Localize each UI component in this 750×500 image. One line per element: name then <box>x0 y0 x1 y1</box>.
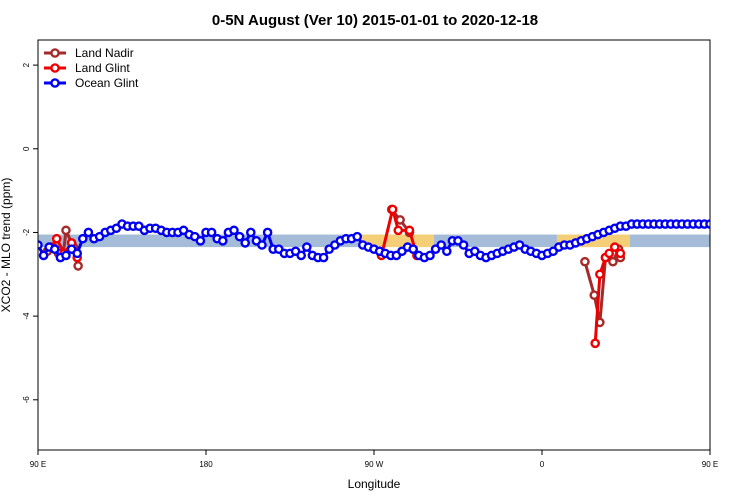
data-point <box>78 233 88 244</box>
data-point <box>715 243 722 250</box>
y-tick-label: -2 <box>22 228 31 236</box>
data-point <box>393 225 404 236</box>
x-tick-label: 90 E <box>30 460 46 469</box>
band-segment <box>415 234 434 248</box>
data-point <box>61 225 71 236</box>
data-point <box>604 248 615 259</box>
data-point <box>725 252 732 259</box>
data-point <box>595 269 605 280</box>
data-point <box>245 227 256 238</box>
data-point <box>705 219 710 229</box>
legend-label: Ocean Glint <box>75 76 139 90</box>
x-tick-label: 90 E <box>702 460 718 469</box>
chart-title: 0-5N August (Ver 10) 2015-01-01 to 2020-… <box>212 12 538 29</box>
data-point <box>217 236 228 246</box>
band-segment <box>710 235 747 248</box>
x-tick-label: 180 <box>199 460 213 469</box>
data-point <box>615 248 626 259</box>
data-point <box>206 227 217 238</box>
legend-swatch-marker <box>50 48 60 58</box>
data-point <box>425 250 435 261</box>
data-point <box>318 252 329 263</box>
legend-item: Land Nadir <box>44 46 134 60</box>
data-point <box>262 227 273 238</box>
data-point <box>458 240 469 250</box>
data-point <box>234 231 245 242</box>
y-tick-label: 0 <box>22 146 31 151</box>
series-line <box>719 230 748 266</box>
data-point <box>408 244 419 254</box>
y-tick-label: 2 <box>22 62 31 67</box>
data-point <box>229 225 239 236</box>
data-point <box>726 246 733 253</box>
data-point <box>589 290 600 301</box>
data-point <box>404 225 415 236</box>
data-point <box>72 248 82 259</box>
y-tick-label: -6 <box>22 396 31 404</box>
band-segment <box>629 234 710 248</box>
reference-band <box>38 234 747 248</box>
y-axis-label: XCO2 - MLO trend (ppm) <box>0 178 13 313</box>
data-point <box>733 227 740 234</box>
data-point <box>441 246 452 257</box>
data-point <box>608 256 618 267</box>
data-point <box>352 231 363 242</box>
data-point <box>590 338 601 349</box>
data-point <box>745 262 750 269</box>
data-point <box>743 252 750 259</box>
legend-swatch-marker <box>50 63 60 73</box>
data-point <box>257 240 267 250</box>
legend-swatch-marker <box>50 78 60 88</box>
data-point <box>61 250 71 261</box>
y-tick-label: -4 <box>22 312 31 320</box>
data-point <box>610 242 620 252</box>
data-point <box>436 240 447 250</box>
x-tick-label: 0 <box>540 460 545 469</box>
legend-label: Land Nadir <box>75 46 134 60</box>
legend-item: Ocean Glint <box>44 76 139 90</box>
x-axis-label: Longitude <box>348 477 401 491</box>
data-point <box>729 239 736 246</box>
data-point <box>195 236 206 246</box>
y-axis: 2 0 -2 -4 -6 <box>22 62 38 403</box>
data-point <box>734 243 741 250</box>
data-point <box>83 227 94 238</box>
data-point <box>387 204 398 215</box>
x-tick-label: 90 W <box>365 460 384 469</box>
data-point <box>73 261 83 271</box>
data-point <box>719 235 726 242</box>
data-point <box>38 250 49 261</box>
legend-item: Land Glint <box>44 61 130 75</box>
data-point <box>580 256 590 267</box>
data-point <box>716 246 723 253</box>
series-ocean-glint <box>38 219 710 263</box>
data-point <box>240 238 250 248</box>
x-axis: 90 E 180 90 W 0 90 E <box>30 450 718 469</box>
series-layer <box>38 204 750 349</box>
legend-label: Land Glint <box>75 61 130 75</box>
data-point <box>301 242 312 252</box>
data-point <box>296 250 307 261</box>
series-line <box>718 239 745 256</box>
data-point <box>742 239 749 246</box>
data-point <box>51 233 62 244</box>
data-point <box>50 244 60 254</box>
band-segment <box>359 234 416 248</box>
